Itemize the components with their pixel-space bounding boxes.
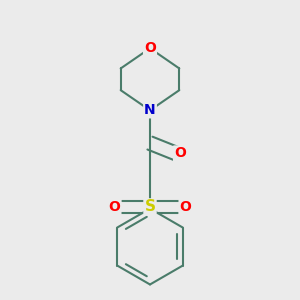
Text: O: O xyxy=(180,200,191,214)
Text: O: O xyxy=(174,146,186,161)
Text: O: O xyxy=(109,200,120,214)
Text: S: S xyxy=(145,200,155,214)
Text: O: O xyxy=(144,41,156,55)
Text: N: N xyxy=(144,103,156,117)
